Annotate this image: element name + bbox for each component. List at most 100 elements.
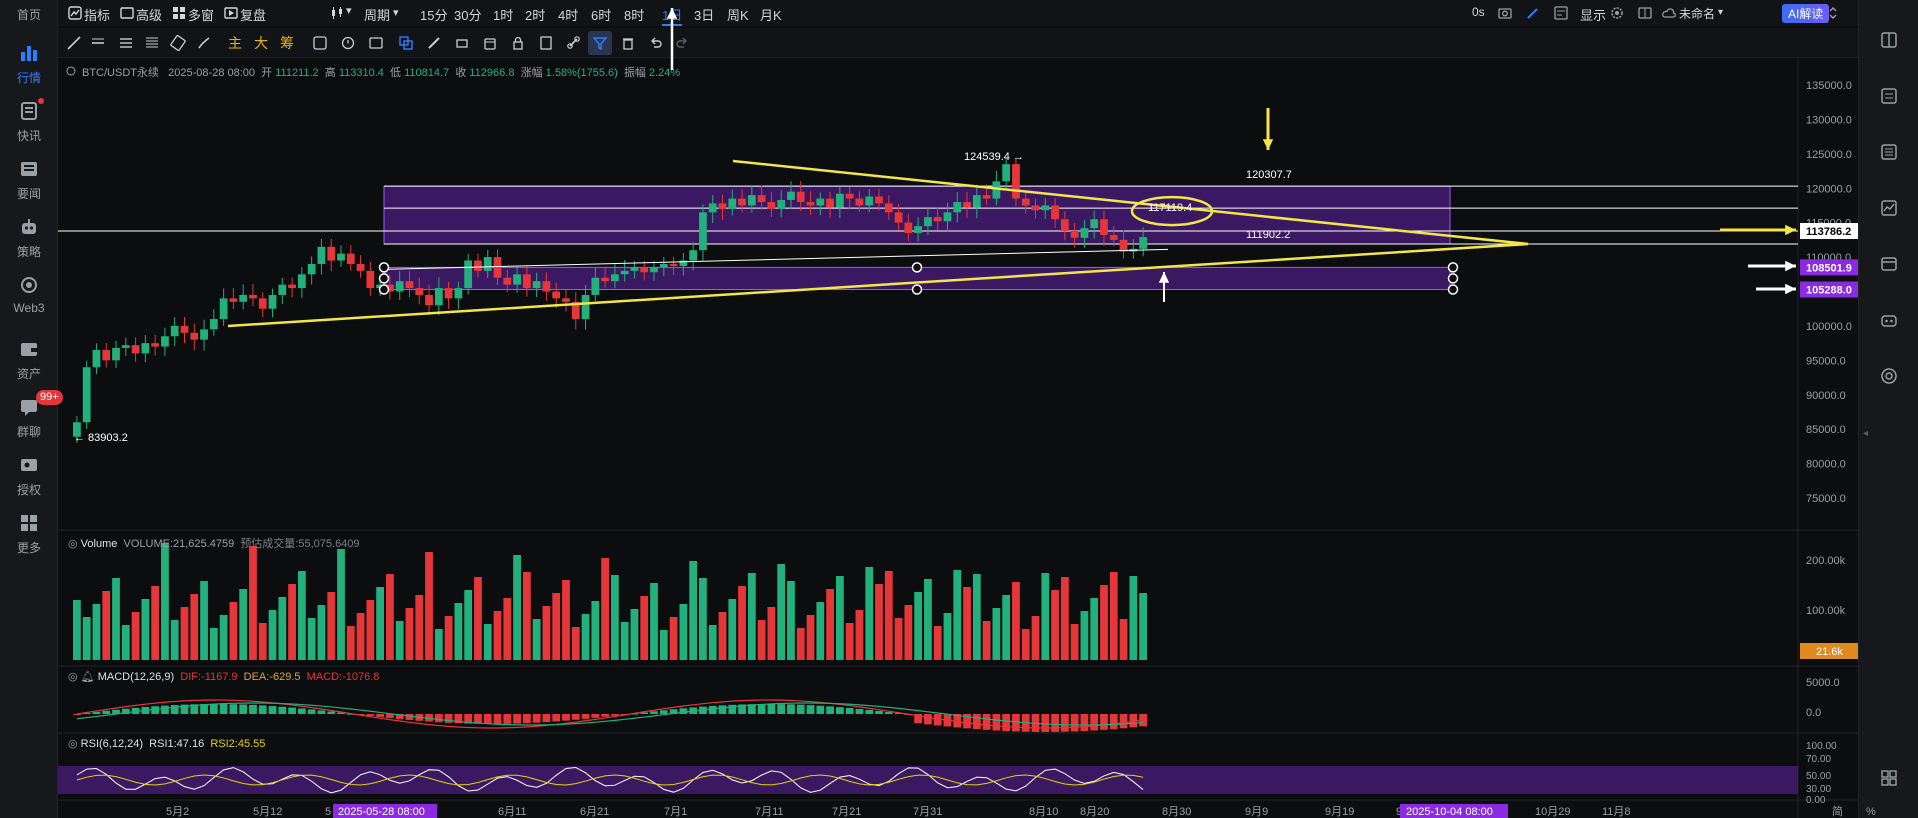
eye-icon[interactable]: ◎ bbox=[68, 738, 78, 750]
nav-item-strategy[interactable]: 策略 bbox=[0, 216, 58, 260]
brush-tool-icon[interactable] bbox=[196, 35, 212, 51]
drawing-handle[interactable] bbox=[1447, 273, 1459, 284]
lock-icon[interactable] bbox=[510, 35, 526, 51]
order-book-icon[interactable] bbox=[1879, 142, 1899, 162]
time-tick-label: 8月10 bbox=[1029, 806, 1058, 818]
nav-item-news[interactable]: 要闻 bbox=[0, 158, 58, 202]
scale-toggle[interactable]: 简 bbox=[1832, 804, 1843, 818]
volume-bar bbox=[640, 596, 649, 660]
macd-bar bbox=[718, 705, 727, 714]
nav-item-web3[interactable]: Web3 bbox=[0, 274, 58, 315]
drawing-handle[interactable] bbox=[378, 262, 390, 273]
note-icon[interactable] bbox=[538, 35, 554, 51]
advanced-button[interactable]: 高级 bbox=[136, 8, 163, 23]
layout-icon[interactable] bbox=[1638, 6, 1652, 20]
nav-item-auth[interactable]: 授权 bbox=[0, 454, 58, 498]
nav-item-chat[interactable]: 99+ 群聊 bbox=[0, 390, 63, 440]
bell-icon[interactable]: 🔔︎ bbox=[80, 671, 95, 683]
nav-item-assets[interactable]: 资产 bbox=[0, 338, 58, 382]
candle-body bbox=[611, 274, 619, 282]
image-icon[interactable] bbox=[368, 35, 384, 51]
chevron-down-icon[interactable]: ▾ bbox=[1718, 7, 1724, 18]
drawing-handle[interactable] bbox=[378, 284, 390, 295]
volume-bar bbox=[209, 628, 218, 660]
ai-interpret-button[interactable]: AI解读 bbox=[1782, 4, 1830, 23]
volume-bar bbox=[1031, 616, 1040, 660]
eye-icon[interactable]: ◎ bbox=[68, 538, 78, 550]
support-guide-line[interactable] bbox=[383, 248, 1169, 270]
interval-1h[interactable]: 1时 bbox=[493, 8, 514, 23]
drawing-handle[interactable] bbox=[1447, 284, 1459, 295]
drawing-handle[interactable] bbox=[911, 262, 923, 273]
replay-button[interactable]: 复盘 bbox=[240, 8, 267, 23]
candle-body bbox=[1002, 164, 1011, 182]
interval-15m[interactable]: 15分 bbox=[420, 8, 448, 23]
ascending-trendline[interactable] bbox=[227, 242, 1529, 328]
interval-8h[interactable]: 8时 bbox=[624, 8, 645, 23]
pencil-icon[interactable] bbox=[426, 35, 442, 51]
trash-icon[interactable] bbox=[620, 35, 636, 51]
edit-icon[interactable] bbox=[1526, 6, 1540, 20]
horizontal-line-tool-icon[interactable] bbox=[90, 35, 106, 51]
interval-1w[interactable]: 周K bbox=[727, 8, 749, 23]
sidebar-list-icon[interactable] bbox=[1879, 30, 1899, 50]
bot-icon[interactable] bbox=[1879, 310, 1899, 330]
layout-name-dropdown[interactable]: 未命名 bbox=[1679, 7, 1716, 21]
big-order-button[interactable]: 大 bbox=[254, 35, 268, 51]
resistance-zone[interactable] bbox=[383, 185, 1451, 245]
display-button[interactable]: 显示 bbox=[1580, 8, 1607, 23]
nav-item-flash[interactable]: 快讯 bbox=[0, 98, 58, 144]
symbol-name[interactable]: BTC/USDT永续 bbox=[82, 67, 159, 79]
highlight-ellipse[interactable] bbox=[1130, 195, 1214, 227]
trendline-tool-icon[interactable] bbox=[66, 35, 82, 51]
percent-toggle[interactable]: % bbox=[1866, 806, 1876, 818]
filter-icon[interactable] bbox=[592, 35, 608, 51]
candle-type-dropdown-arrow[interactable]: ▾ bbox=[346, 5, 352, 17]
interval-3d[interactable]: 3日 bbox=[694, 8, 715, 23]
nav-home[interactable]: 首页 bbox=[16, 8, 41, 22]
drawing-handle[interactable] bbox=[911, 284, 923, 295]
descending-trendline[interactable] bbox=[732, 159, 1529, 246]
chip-distribution-button[interactable]: 筹 bbox=[280, 35, 294, 51]
nav-item-market[interactable]: 行情 bbox=[0, 42, 58, 86]
eraser-icon[interactable] bbox=[454, 35, 470, 51]
interval-2h[interactable]: 2时 bbox=[525, 8, 546, 23]
copy-icon[interactable] bbox=[398, 35, 414, 51]
candle-body bbox=[914, 226, 923, 233]
undo-icon[interactable] bbox=[648, 35, 664, 51]
fib-tool-icon[interactable] bbox=[144, 35, 160, 51]
eye-icon[interactable]: ◎ bbox=[68, 671, 78, 683]
interval-4h[interactable]: 4时 bbox=[558, 8, 579, 23]
drawing-handle[interactable] bbox=[1447, 262, 1459, 273]
interval-1m[interactable]: 月K bbox=[760, 8, 782, 23]
indicators-button[interactable]: 指标 bbox=[84, 8, 111, 23]
magnet-icon[interactable] bbox=[482, 35, 498, 51]
nav-item-more[interactable]: 更多 bbox=[0, 512, 58, 556]
collapse-icon[interactable] bbox=[1826, 6, 1840, 20]
alert-icon[interactable] bbox=[340, 35, 356, 51]
period-dropdown[interactable]: 周期 bbox=[364, 8, 391, 23]
interval-30m[interactable]: 30分 bbox=[454, 8, 482, 23]
main-indicator-button[interactable]: 主 bbox=[228, 35, 242, 51]
template-icon[interactable] bbox=[1554, 6, 1568, 20]
watchlist-icon[interactable] bbox=[1879, 86, 1899, 106]
gear-icon[interactable] bbox=[1610, 6, 1624, 20]
multi-window-icon bbox=[173, 7, 185, 19]
trade-icon[interactable] bbox=[1879, 254, 1899, 274]
multi-window-button[interactable]: 多窗 bbox=[188, 8, 215, 23]
chevron-down-icon[interactable]: ▾ bbox=[393, 7, 399, 19]
depth-chart-icon[interactable] bbox=[1879, 198, 1899, 218]
redo-icon[interactable] bbox=[674, 35, 690, 51]
macd-bar bbox=[914, 714, 923, 724]
link-icon[interactable] bbox=[566, 35, 582, 51]
eye-icon[interactable] bbox=[66, 66, 76, 76]
ruler-tool-icon[interactable] bbox=[170, 35, 186, 51]
compare-icon[interactable] bbox=[312, 35, 328, 51]
collapse-arrow-icon[interactable]: ◂ bbox=[1863, 428, 1869, 439]
settings-grid-icon[interactable] bbox=[1879, 768, 1899, 788]
spiral-icon[interactable] bbox=[1879, 366, 1899, 386]
interval-6h[interactable]: 6时 bbox=[591, 8, 612, 23]
camera-icon[interactable] bbox=[1498, 6, 1512, 20]
drawing-handle[interactable] bbox=[378, 273, 390, 284]
channel-tool-icon[interactable] bbox=[118, 35, 134, 51]
